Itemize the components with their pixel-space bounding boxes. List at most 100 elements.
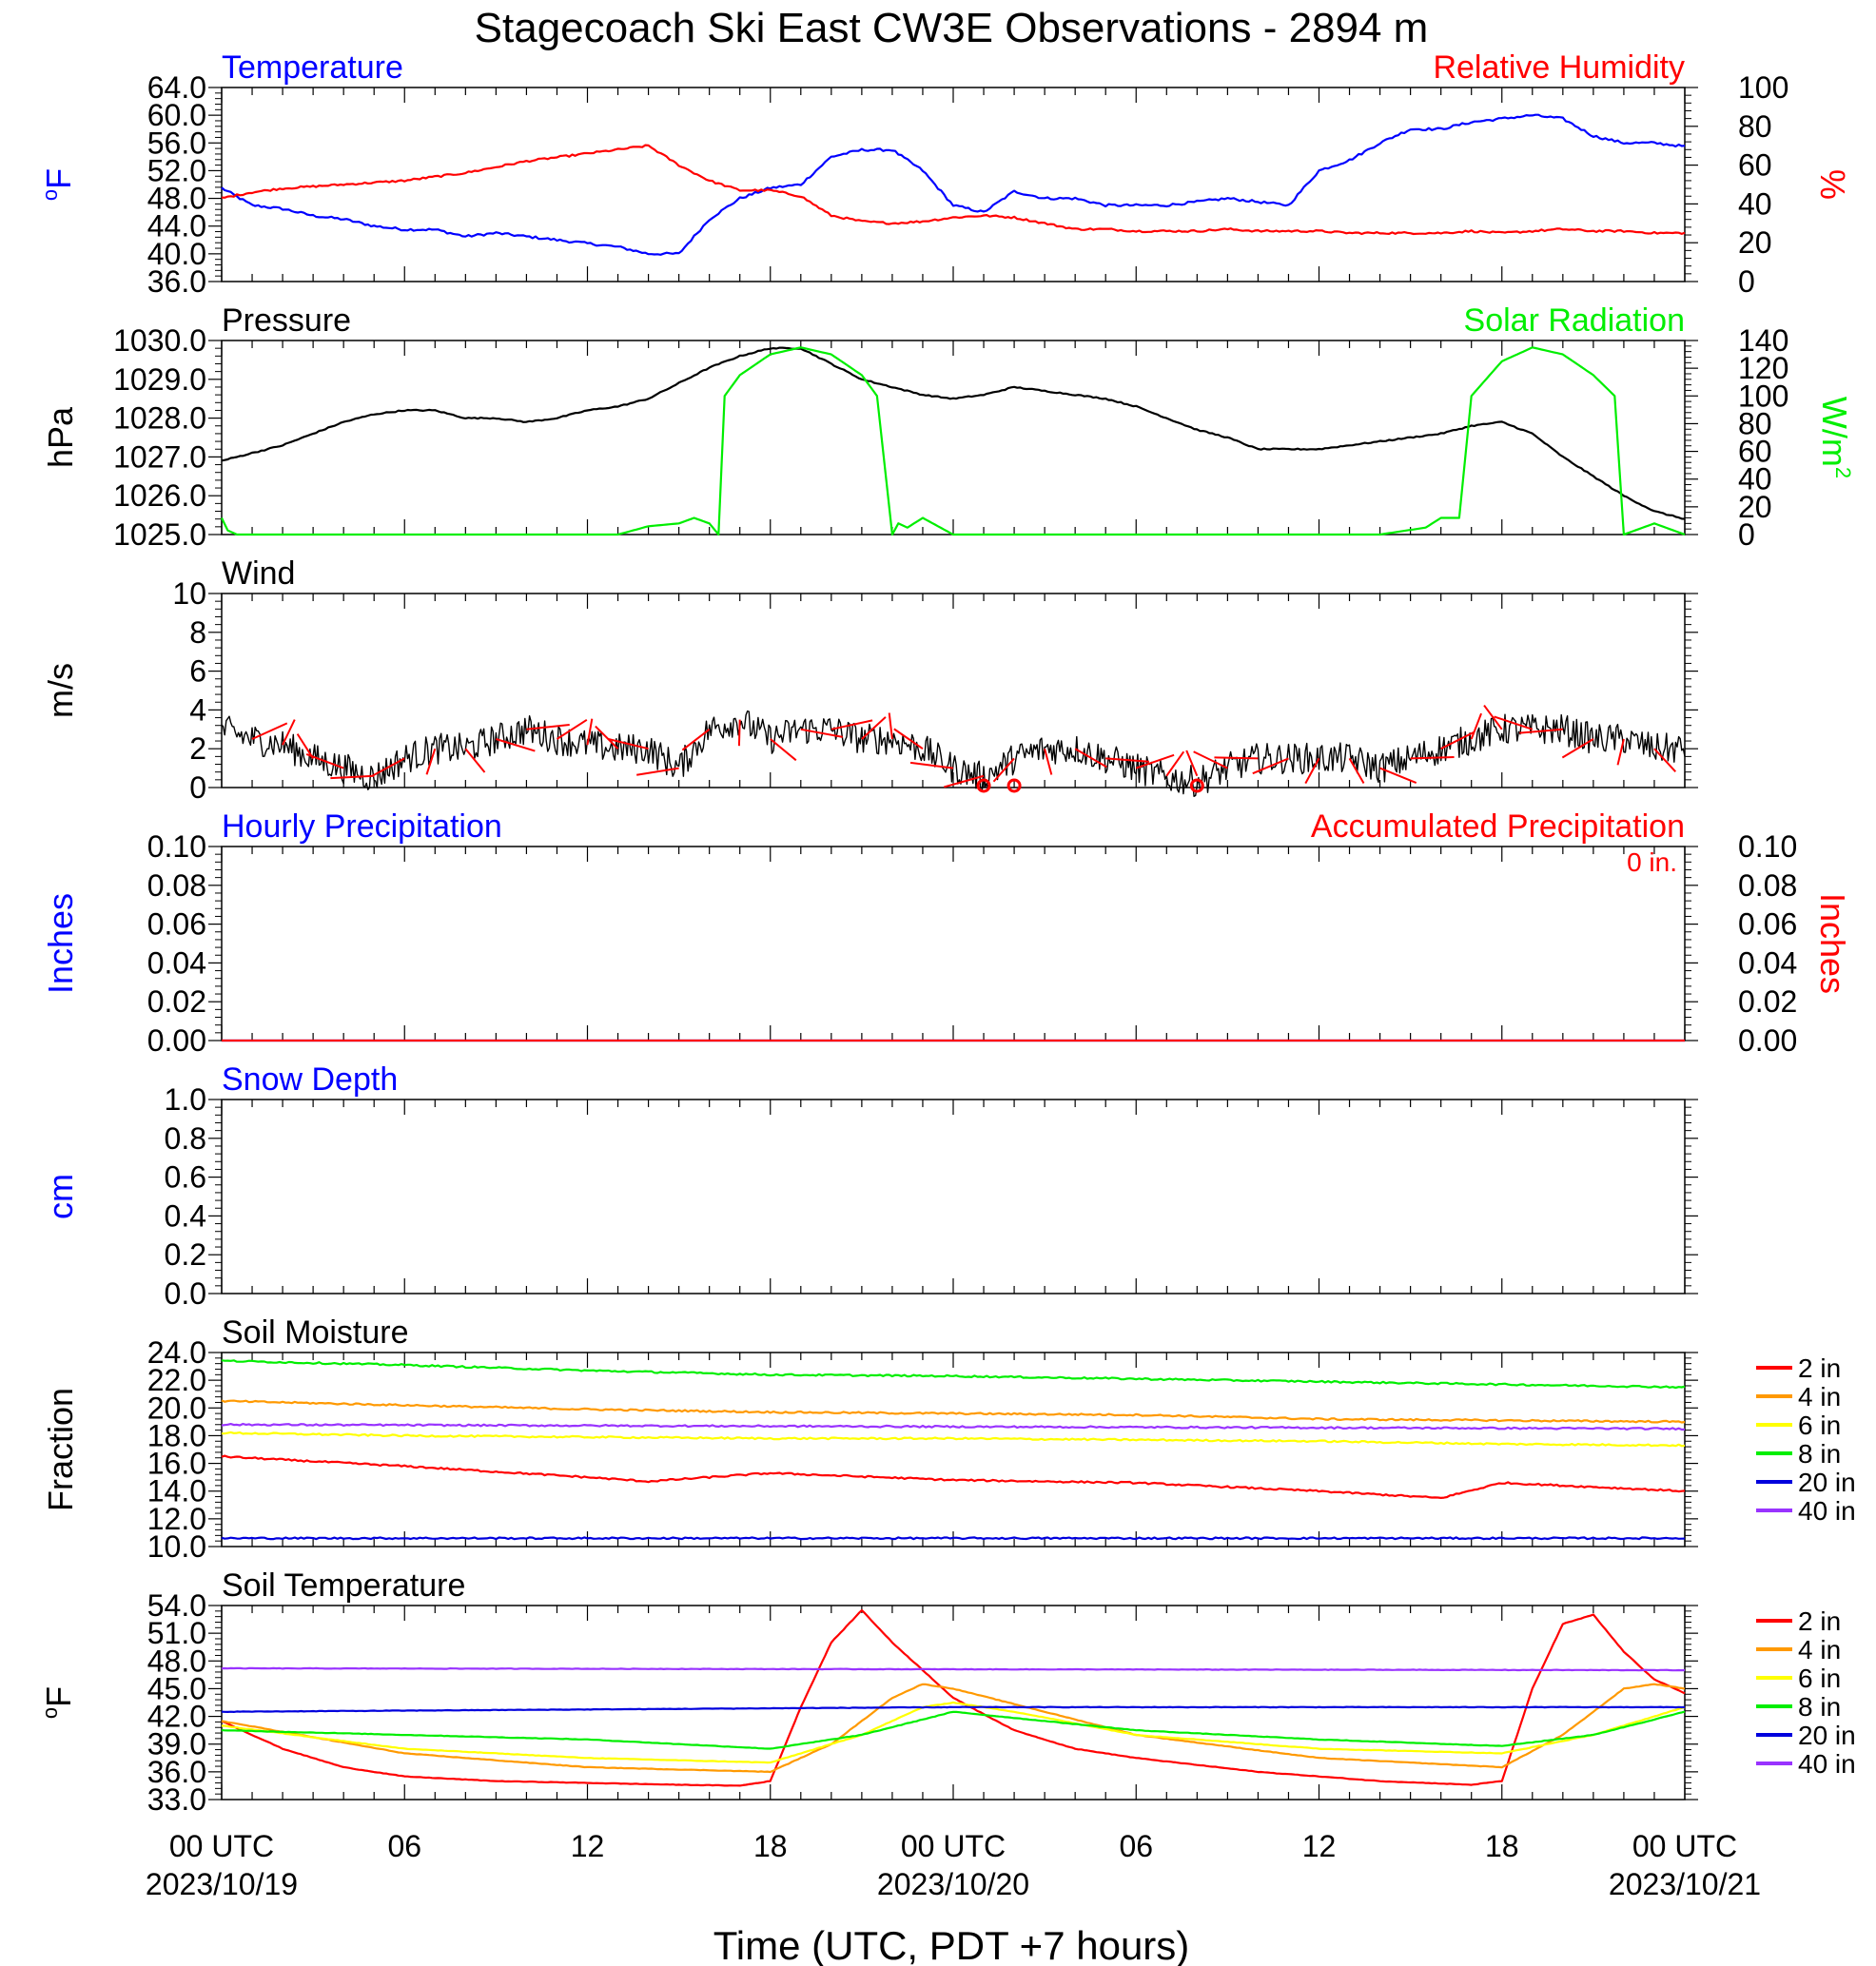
y-tick-label-right: 100	[1738, 379, 1788, 413]
wind-barb	[305, 753, 344, 769]
y-tick-label: 0.08	[147, 868, 206, 903]
panel-title-right: Relative Humidity	[1433, 49, 1685, 86]
y-tick-label-right: 20	[1738, 490, 1772, 524]
wind-barb	[1185, 749, 1199, 777]
x-tick-label: 12	[571, 1829, 605, 1863]
legend-label: 6 in	[1798, 1411, 1841, 1440]
accumulated-total: 0 in.	[1627, 847, 1677, 877]
y-axis-label-right: W/m2	[1815, 397, 1855, 478]
y-tick-label: 36.0	[147, 264, 206, 299]
y-tick-label-right: 80	[1738, 109, 1772, 144]
panel-snow-depth: 0.0 0.2 0.40.6 0.8 1.0 Snow Depth cm	[41, 1061, 1698, 1311]
y-tick-label-right: 0.04	[1738, 945, 1797, 980]
wind-barb	[556, 718, 588, 740]
y-tick-label: 56.0	[147, 126, 206, 160]
y-tick-label: 0.2	[165, 1237, 206, 1272]
y-tick-label: 1.0	[165, 1082, 206, 1117]
wind-barb	[607, 737, 649, 750]
y-tick-label: 54.0	[147, 1588, 206, 1623]
plot-frame	[221, 846, 1686, 1041]
legend-label: 6 in	[1798, 1664, 1841, 1693]
y-axis-label: Inches	[41, 893, 80, 994]
y-tick-label: 36.0	[147, 1755, 206, 1789]
y-axis-label: oF	[38, 168, 78, 201]
y-tick-label: 12.0	[147, 1502, 206, 1536]
plot-frame	[221, 1352, 1686, 1547]
y-tick-label-right: 0.00	[1738, 1023, 1797, 1058]
y-tick-label-right: 120	[1738, 351, 1788, 385]
y-tick-label: 0.6	[165, 1160, 206, 1195]
wind-barb	[296, 733, 314, 759]
wind-barb	[888, 712, 893, 740]
wind-barb	[1470, 712, 1482, 740]
y-tick-label: 39.0	[147, 1727, 206, 1762]
wind-barb	[992, 757, 1015, 783]
y-tick-label-right: 0	[1738, 264, 1755, 299]
panel-title: Hourly Precipitation	[222, 808, 502, 845]
y-tick-label-right: 0.06	[1738, 907, 1797, 942]
legend-label: 4 in	[1798, 1635, 1841, 1664]
wind-barb	[464, 748, 486, 773]
wind-barb	[636, 767, 679, 776]
wind-barb	[1135, 753, 1175, 769]
wind-barb	[1214, 756, 1259, 760]
panel-soil-moisture: 10.012.014.016.018.020.022.024.0 Soil Moi…	[41, 1314, 1856, 1564]
y-tick-label: 40.0	[147, 237, 206, 271]
y-tick-label-right: 100	[1738, 70, 1788, 105]
y-tick-label: 0.0	[165, 1276, 206, 1311]
x-tick-label: 06	[1119, 1829, 1153, 1863]
y-tick-label: 10.0	[147, 1529, 206, 1564]
wind-barb	[1105, 757, 1149, 763]
legend-label: 20 in	[1798, 1721, 1856, 1750]
panel-title-right: Solar Radiation	[1464, 302, 1685, 339]
series-line-4-in	[221, 1683, 1686, 1774]
series-line-relative-humidity	[221, 144, 1686, 236]
y-tick-label-right: 140	[1738, 323, 1788, 358]
panel-title: Soil Moisture	[222, 1314, 409, 1351]
y-tick-label: 48.0	[147, 182, 206, 216]
plot-frame	[221, 87, 1686, 282]
y-axis-label: hPa	[41, 406, 80, 468]
y-tick-label: 44.0	[147, 209, 206, 243]
y-axis-label: cm	[41, 1174, 80, 1219]
x-tick-label: 18	[1485, 1829, 1519, 1863]
y-axis-label: m/s	[41, 663, 80, 718]
y-tick-label: 0.8	[165, 1121, 206, 1156]
wind-barb	[1193, 750, 1228, 769]
x-tick-label: 00 UTC	[1632, 1829, 1737, 1863]
y-tick-label: 52.0	[147, 153, 206, 187]
wind-barb	[1044, 748, 1053, 775]
series-line-temperature	[221, 113, 1686, 256]
y-tick-label: 1030.0	[113, 323, 206, 358]
y-tick-label: 1025.0	[113, 517, 206, 552]
panel-title: Temperature	[222, 49, 403, 86]
panel-wind: 0 2 46 8 10 Wind m/s	[41, 555, 1698, 805]
wind-barb	[1074, 748, 1107, 769]
y-tick-label: 14.0	[147, 1474, 206, 1509]
wind-barb	[1519, 728, 1563, 734]
wind-barb	[1379, 767, 1417, 784]
y-tick-label-right: 0.02	[1738, 984, 1797, 1019]
legend-label: 40 in	[1798, 1496, 1856, 1526]
x-tick-date-label: 2023/10/21	[1609, 1867, 1761, 1901]
y-tick-label-right: 0.08	[1738, 868, 1797, 903]
y-tick-label: 2	[189, 731, 206, 766]
y-tick-label-right: 60	[1738, 435, 1772, 469]
y-axis-label-right: Inches	[1813, 893, 1852, 994]
wind-barb	[681, 729, 711, 751]
y-tick-label-right: 60	[1738, 148, 1772, 183]
wind-barb	[1304, 757, 1320, 785]
wind-barb	[944, 774, 985, 788]
wind-barb	[1252, 757, 1289, 775]
x-tick-date-label: 2023/10/19	[146, 1867, 298, 1901]
y-tick-label: 48.0	[147, 1644, 206, 1678]
y-tick-label: 0.00	[147, 1023, 206, 1058]
panel-hourly-precipitation: 0.000.020.040.060.080.100.000.020.040.06…	[41, 808, 1852, 1058]
wind-barb	[909, 761, 954, 769]
y-axis-label: oF	[38, 1686, 78, 1719]
wind-barb	[1440, 730, 1475, 750]
figure-title: Stagecoach Ski East CW3E Observations - …	[475, 5, 1429, 51]
y-tick-label: 1028.0	[113, 401, 206, 436]
